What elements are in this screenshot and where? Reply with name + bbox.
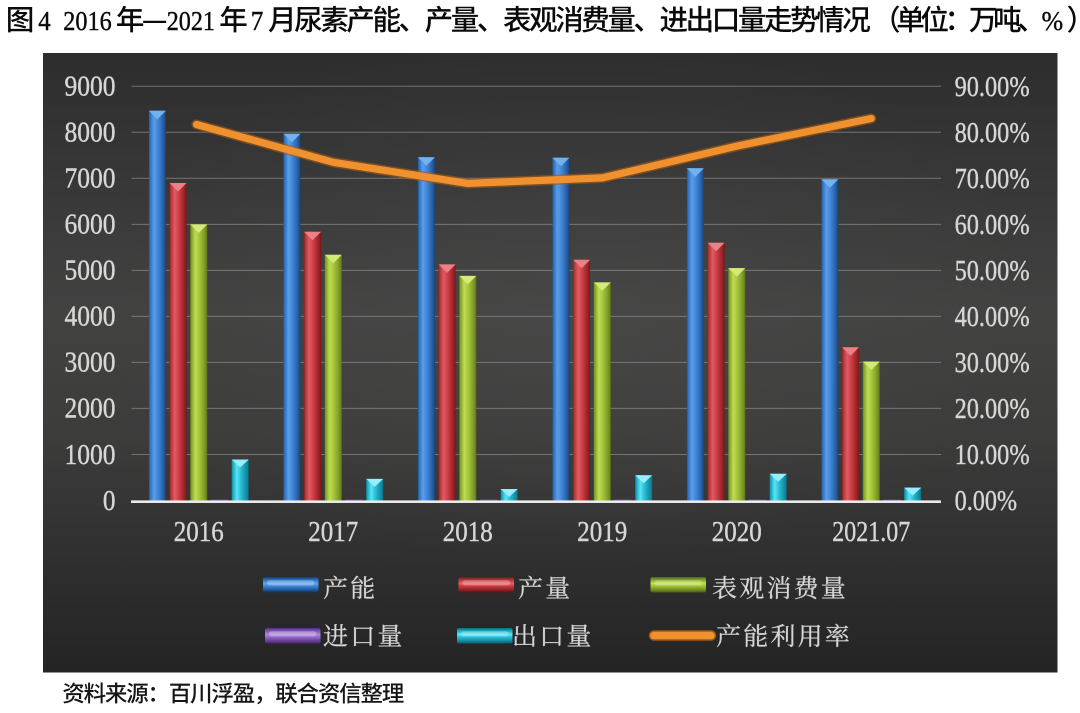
svg-text:2020: 2020: [712, 517, 762, 548]
svg-text:7: 7: [251, 6, 264, 36]
svg-text:2017: 2017: [308, 517, 358, 548]
svg-text:0: 0: [103, 486, 116, 517]
svg-text:9000: 9000: [65, 72, 116, 103]
svg-text:0.00%: 0.00%: [955, 486, 1018, 517]
svg-text:50.00%: 50.00%: [955, 256, 1030, 287]
svg-text:80.00%: 80.00%: [955, 118, 1030, 149]
svg-text:90.00%: 90.00%: [955, 72, 1030, 103]
svg-text:4: 4: [38, 6, 51, 36]
svg-text:2019: 2019: [577, 517, 627, 548]
svg-text:60.00%: 60.00%: [955, 210, 1030, 241]
svg-text:10.00%: 10.00%: [955, 440, 1030, 471]
svg-text:4000: 4000: [65, 302, 116, 333]
svg-text:2016: 2016: [174, 517, 224, 548]
svg-text:3000: 3000: [65, 348, 116, 379]
svg-text:2021: 2021: [167, 6, 215, 36]
svg-text:2016: 2016: [63, 6, 111, 36]
svg-text:30.00%: 30.00%: [955, 348, 1030, 379]
svg-text:20.00%: 20.00%: [955, 394, 1030, 425]
svg-text:8000: 8000: [65, 118, 116, 149]
svg-text:5000: 5000: [65, 256, 116, 287]
svg-text:7000: 7000: [65, 164, 116, 195]
svg-text:2000: 2000: [65, 394, 116, 425]
svg-text:6000: 6000: [65, 210, 116, 241]
svg-text:2021.07: 2021.07: [832, 517, 910, 548]
svg-text:2018: 2018: [443, 517, 493, 548]
svg-text:1000: 1000: [65, 440, 116, 471]
svg-text:70.00%: 70.00%: [955, 164, 1030, 195]
svg-text:40.00%: 40.00%: [955, 302, 1030, 333]
svg-text:%: %: [1042, 6, 1064, 36]
